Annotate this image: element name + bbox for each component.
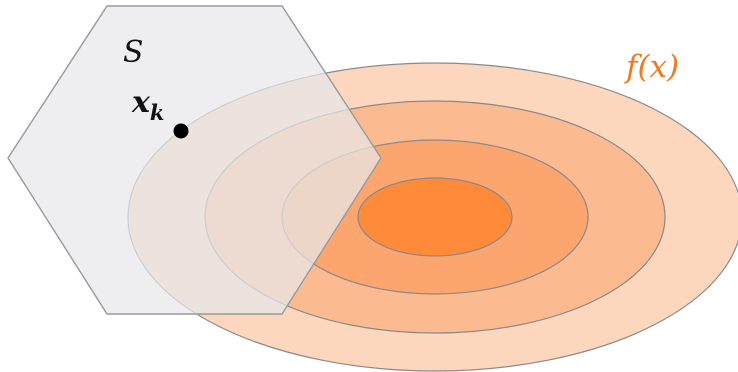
function-label: f(x) xyxy=(624,49,679,85)
constraint-set-hexagon xyxy=(7,5,382,315)
set-label: S xyxy=(123,35,144,70)
iterate-point xyxy=(173,123,189,139)
point-label-main: x xyxy=(131,85,151,120)
point-label: xk xyxy=(131,85,164,125)
point-label-subscript: k xyxy=(150,100,165,125)
level-set-inner xyxy=(357,177,513,257)
